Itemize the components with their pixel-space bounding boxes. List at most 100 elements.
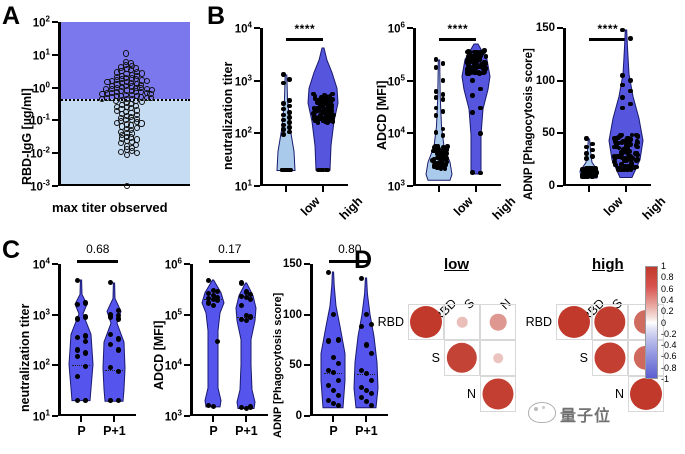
panel-c-data-point <box>358 367 364 373</box>
panel-b-data-point <box>612 154 617 159</box>
panel-c-data-point <box>82 314 88 320</box>
panel-b-data-point <box>468 69 474 75</box>
panel-b-data-point <box>472 63 477 69</box>
panel-a-data-point <box>132 141 139 148</box>
panel-b-data-point <box>626 164 631 169</box>
panel-b-data-point <box>433 89 439 94</box>
panel-c-data-point <box>206 403 212 409</box>
panel-b-data-point <box>314 99 320 105</box>
panel-d-matrix-1-cell <box>592 304 628 340</box>
panel-c-chart-1-x-tick <box>245 416 248 422</box>
panel-d-colorbar <box>645 266 658 379</box>
panel-b-data-point <box>618 154 623 160</box>
panel-c-chart-2-y-tick-label: 100 <box>282 308 302 321</box>
panel-c-chart-0-y-tick-label: 103 <box>32 307 50 323</box>
panel-c-data-point <box>206 291 212 297</box>
panel-b-chart-2-x-label-high: high <box>640 194 669 223</box>
panel-c-chart-1-y-tick-label: 106 <box>164 256 182 272</box>
panel-b-chart-0-x-tick <box>322 186 325 192</box>
panel-b-data-point <box>436 154 441 159</box>
panel-c-data-point <box>368 403 374 409</box>
panel-d-label: D <box>354 246 373 274</box>
panel-b-chart-0-y-tick <box>254 132 260 135</box>
panel-b-chart-1-x-label-high: high <box>490 194 519 223</box>
panel-b-data-point <box>329 104 334 110</box>
panel-b-data-point <box>620 73 625 78</box>
panel-b-chart-0-y-tick <box>254 79 260 82</box>
panel-c-data-point <box>330 369 336 375</box>
panel-c-data-point <box>325 383 331 389</box>
panel-b-chart-2-y-axis <box>563 28 566 186</box>
panel-c-data-point <box>74 398 80 404</box>
panel-c-chart-0-x-tick <box>80 416 83 422</box>
panel-b-data-point <box>624 158 629 163</box>
panel-c-data-point <box>248 296 254 302</box>
panel-c-chart-2-y-tick <box>304 313 310 316</box>
panel-b-data-point <box>441 163 446 168</box>
panel-b-data-point <box>312 93 318 99</box>
panel-b-data-point <box>478 52 484 58</box>
panel-b-data-point <box>320 104 326 109</box>
panel-d-matrix-0-cell <box>444 304 480 340</box>
panel-c-data-point <box>325 367 331 373</box>
panel-c-chart-1-x-axis <box>190 413 268 416</box>
panel-b-data-point <box>464 60 470 65</box>
panel-a-x-label: max titer observed <box>52 200 168 215</box>
panel-c-chart-0-x-label-p-plus-1: P+1 <box>103 424 126 438</box>
panel-b-data-point <box>584 144 589 150</box>
panel-b-data-point <box>322 93 328 99</box>
panel-b-data-point <box>627 149 632 155</box>
panel-b-chart-1-x-tick <box>438 186 441 192</box>
panel-b-chart-2-y-tick-label: 50 <box>542 127 555 140</box>
panel-a-y-tick-label: 100 <box>32 80 50 96</box>
panel-c-chart-0-y-title: neutralization titer <box>18 303 32 412</box>
panel-b-chart-1-y-title: ADCD [MFI] <box>375 80 389 150</box>
panel-c-chart-1-pval-bar <box>209 260 251 263</box>
panel-c-data-point <box>82 338 88 344</box>
panel-b-data-point <box>481 70 487 76</box>
panel-c-chart-0: 104 103 102 101 <box>33 257 136 423</box>
panel-c-data-point <box>107 398 113 404</box>
panel-d-matrix-1-circle <box>630 378 662 410</box>
panel-b-data-point <box>325 116 330 121</box>
panel-b-data-point <box>616 140 622 146</box>
panel-b-chart-0-sig-bar <box>286 38 324 41</box>
panel-c-data-point <box>115 312 121 318</box>
panel-c-data-point <box>243 405 249 412</box>
panel-a-y-tick-label: 10-2 <box>30 145 50 161</box>
panel-c-chart-1-y-title: ADCD [MFI] <box>152 320 166 390</box>
panel-b-chart-0-y-tick <box>254 184 260 188</box>
panel-d-matrix-0-circle <box>489 313 507 331</box>
panel-d-matrix-1-row-label-N: N <box>614 387 624 401</box>
panel-b-chart-0-x-axis <box>260 183 348 186</box>
panel-a-data-point <box>104 78 111 85</box>
panel-c-data-point <box>74 347 80 353</box>
panel-b-data-point <box>322 106 328 112</box>
panel-d-matrix-0-row-label-N: N <box>466 387 476 401</box>
panel-c-data-point <box>210 296 216 302</box>
panel-a-y-tick-label: 10-1 <box>30 112 50 128</box>
panel-b-data-point <box>321 96 327 102</box>
panel-b-data-point <box>281 113 286 118</box>
panel-b-data-point <box>590 154 595 159</box>
panel-d-colorbar-tick-label: -0.2 <box>661 328 677 339</box>
panel-b-data-point <box>620 95 625 100</box>
watermark-logo-icon <box>528 402 556 423</box>
panel-b-data-point <box>287 130 292 135</box>
panel-b-data-point <box>622 164 628 169</box>
panel-c-data-point <box>74 335 80 341</box>
panel-c-data-point <box>363 399 369 405</box>
panel-b-data-point <box>464 69 470 75</box>
panel-c-data-point <box>206 277 212 283</box>
panel-b-data-point <box>433 105 439 111</box>
panel-b-data-point <box>588 174 593 179</box>
panel-c-data-point <box>210 403 216 409</box>
panel-a-data-point <box>134 124 141 131</box>
panel-b-data-point <box>624 167 630 173</box>
panel-c-chart-0-y-tick <box>52 313 58 316</box>
panel-a-y-tick-label: 10-3 <box>30 178 50 194</box>
panel-b-data-point <box>283 167 289 173</box>
panel-b-data-point <box>635 157 640 162</box>
panel-c-data-point <box>363 370 369 377</box>
panel-b-chart-2-y-tick <box>557 26 563 30</box>
